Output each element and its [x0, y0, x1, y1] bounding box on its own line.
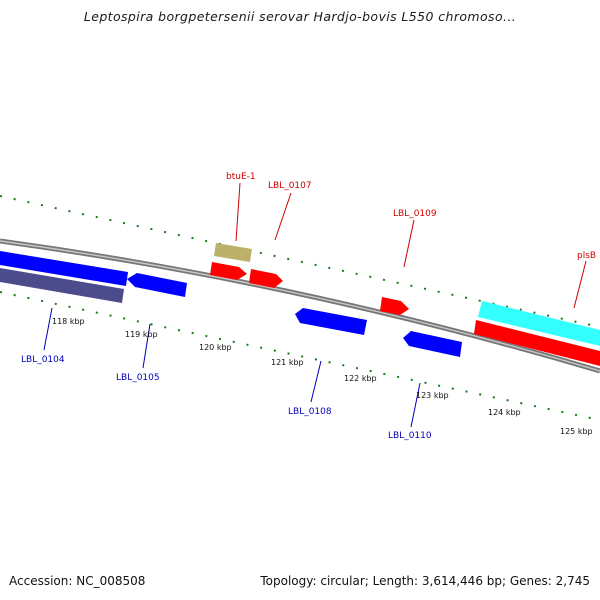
reverse-cds-bar	[0, 251, 128, 286]
forward-cds-bar-cyan	[478, 301, 600, 346]
gene-label-plsb[interactable]: plsB	[577, 251, 596, 261]
gene-arrow-lbl-0110[interactable]	[403, 331, 462, 357]
tick-label: 118 kbp	[52, 317, 85, 326]
gene-label-lbl-0109[interactable]: LBL_0109	[393, 209, 437, 219]
leader-lines	[43, 182, 587, 428]
gene-label-lbl-0110[interactable]: LBL_0110	[388, 431, 432, 441]
gene-arrow-btue-1[interactable]	[214, 243, 252, 262]
leader-lbl-0104	[43, 307, 53, 351]
tick-label: 121 kbp	[271, 358, 304, 367]
map-title: Leptospira borgpetersenii serovar Hardjo…	[83, 9, 517, 24]
tick-label: 123 kbp	[416, 391, 449, 400]
tick-label: 122 kbp	[344, 374, 377, 383]
tick-label: 124 kbp	[488, 408, 521, 417]
gene-label-lbl-0108[interactable]: LBL_0108	[288, 407, 332, 417]
gene-arrow-lbl-0108[interactable]	[295, 308, 367, 335]
forward-gene-labels: btuE-1 LBL_0107 LBL_0109 plsB	[226, 172, 596, 261]
topology-text: Topology: circular; Length: 3,614,446 bp…	[260, 574, 590, 588]
gene-label-lbl-0104[interactable]: LBL_0104	[21, 355, 65, 365]
leader-lbl-0105	[142, 323, 151, 369]
tick-label: 125 kbp	[560, 427, 593, 436]
accession-text: Accession: NC_008508	[9, 574, 146, 588]
tick-label: 119 kbp	[125, 330, 158, 339]
leader-plsb	[573, 260, 587, 309]
outer-tick-ring	[0, 195, 600, 328]
forward-cds-bar-red	[474, 320, 600, 366]
tick-label: 120 kbp	[199, 343, 232, 352]
gene-arrows[interactable]	[127, 243, 462, 357]
gene-arrow-lbl-0109[interactable]	[380, 297, 409, 315]
gene-label-lbl-0105[interactable]: LBL_0105	[116, 373, 160, 383]
leader-lbl-0107	[274, 192, 292, 241]
gene-arrow-lbl-0105[interactable]	[127, 273, 187, 297]
gene-label-lbl-0107[interactable]: LBL_0107	[268, 181, 312, 191]
gene-label-btue-1[interactable]: btuE-1	[226, 172, 256, 182]
leader-lbl-0108	[310, 360, 322, 403]
leader-lbl-0109	[403, 219, 415, 268]
tick-labels: 118 kbp 119 kbp 120 kbp 121 kbp 122 kbp …	[52, 317, 593, 436]
reverse-gene-labels: LBL_0104 LBL_0105 LBL_0108 LBL_0110	[21, 355, 432, 441]
reverse-cds-bar-dark	[0, 268, 124, 303]
leader-lbl-0110	[410, 382, 421, 428]
feature-bars	[0, 251, 600, 366]
genome-backbone	[0, 238, 600, 374]
gene-arrow-unlabeled-red[interactable]	[210, 262, 247, 280]
leader-btue-1	[235, 182, 241, 242]
gene-arrow-lbl-0107[interactable]	[249, 269, 283, 288]
